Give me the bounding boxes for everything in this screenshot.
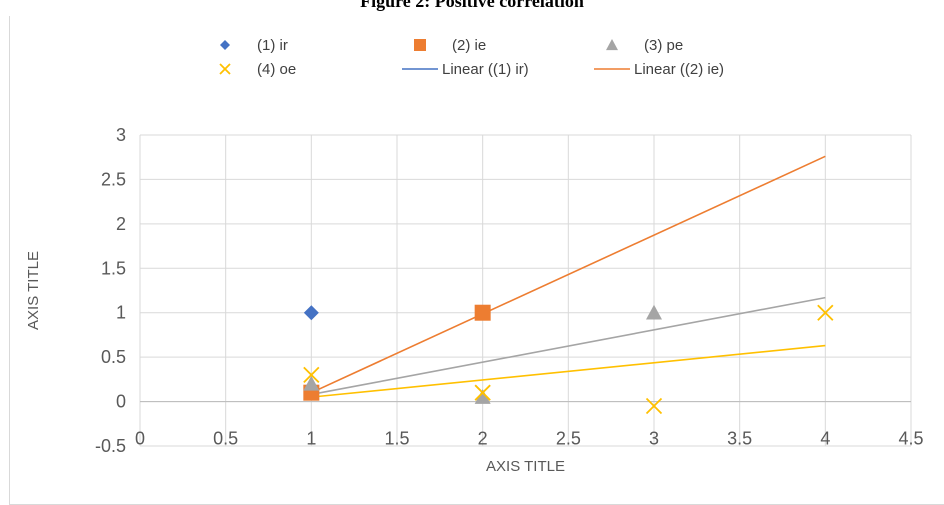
point-series2-1 bbox=[474, 304, 491, 321]
point-series3-1 bbox=[474, 389, 491, 404]
y-tick-label: 0.5 bbox=[101, 347, 126, 367]
point-series3-2 bbox=[646, 304, 662, 320]
legend-label-5: Linear ((2) ie) bbox=[634, 61, 724, 78]
x-tick-label: 3 bbox=[649, 429, 659, 449]
x-tick-label: 3.5 bbox=[727, 429, 752, 449]
x-axis-title: AXIS TITLE bbox=[486, 458, 565, 475]
y-tick-label: 2.5 bbox=[101, 169, 126, 189]
x-tick-label: 2.5 bbox=[556, 429, 581, 449]
data-points bbox=[303, 304, 834, 415]
x-tick-label: 4.5 bbox=[898, 429, 923, 449]
y-tick-label: -0.5 bbox=[95, 436, 126, 456]
x-tick-label: 4 bbox=[820, 429, 830, 449]
legend-symbol-1 bbox=[414, 39, 426, 51]
trendline-2 bbox=[311, 296, 826, 396]
y-tick-label: 0 bbox=[116, 392, 126, 412]
chart-title: Figure 2: Positive correlation bbox=[360, 0, 584, 11]
trendline-3 bbox=[311, 344, 826, 398]
legend-label-1: (2) ie bbox=[452, 37, 486, 54]
x-axis-ticks: 0 0.5 1 1.5 2 2.5 3 3.5 4 4.5 bbox=[135, 429, 924, 449]
y-tick-label: 3 bbox=[116, 125, 126, 145]
legend-label-2: (3) pe bbox=[644, 37, 683, 54]
grid-lines bbox=[139, 134, 912, 447]
y-tick-label: 1 bbox=[116, 303, 126, 323]
legend-symbol-0 bbox=[220, 40, 230, 50]
y-tick-label: 1.5 bbox=[101, 258, 126, 278]
point-series3-0 bbox=[303, 375, 320, 391]
legend-symbol-3 bbox=[219, 63, 231, 75]
legend: (1) ir (2) ie (3) pe (4) oe Linear ((1) ir) L… bbox=[219, 37, 724, 78]
point-series1-0 bbox=[303, 305, 319, 321]
x-tick-label: 0.5 bbox=[213, 429, 238, 449]
y-axis-ticks: -0.5 0 0.5 1 1.5 2 2.5 3 bbox=[95, 125, 126, 456]
point-series4-2 bbox=[645, 397, 663, 415]
y-tick-label: 2 bbox=[116, 214, 126, 234]
trendline-1 bbox=[310, 155, 826, 394]
legend-label-3: (4) oe bbox=[257, 61, 296, 78]
x-tick-label: 2 bbox=[478, 429, 488, 449]
x-tick-label: 1 bbox=[306, 429, 316, 449]
y-axis-title: AXIS TITLE bbox=[25, 251, 42, 330]
legend-label-0: (1) ir bbox=[257, 37, 288, 54]
trendlines bbox=[310, 155, 826, 398]
legend-label-4: Linear ((1) ir) bbox=[442, 61, 529, 78]
legend-symbol-2 bbox=[606, 39, 618, 51]
point-series4-0 bbox=[303, 366, 320, 384]
x-tick-label: 1.5 bbox=[384, 429, 409, 449]
point-series4-3 bbox=[817, 304, 834, 321]
point-series4-1 bbox=[474, 384, 491, 401]
x-tick-label: 0 bbox=[135, 429, 145, 449]
